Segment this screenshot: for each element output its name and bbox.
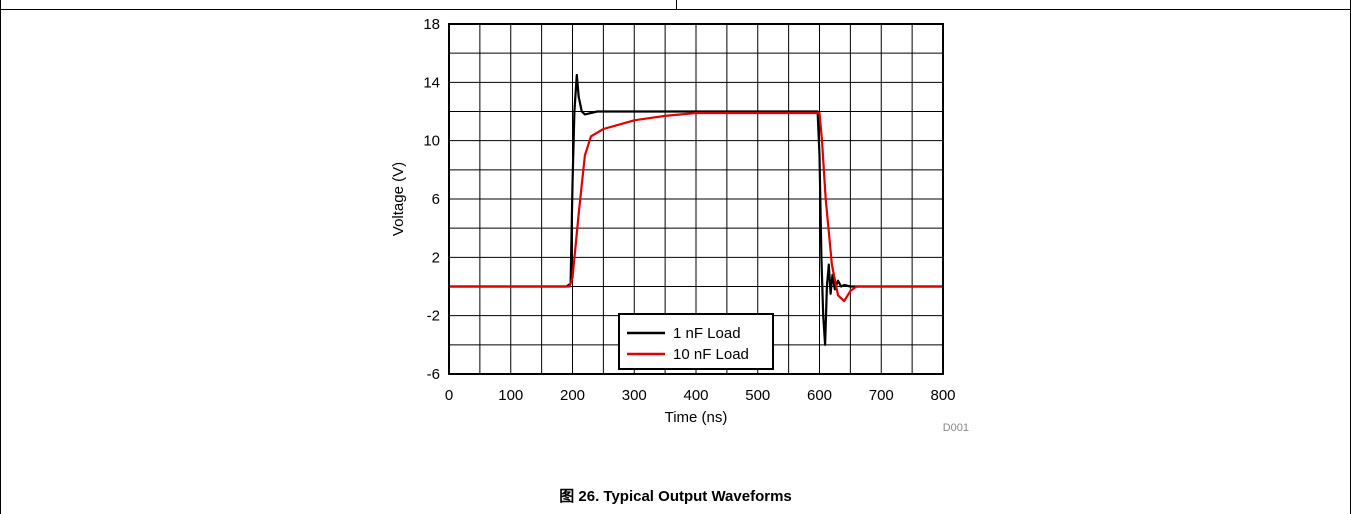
frame-column-divider (676, 0, 677, 10)
x-tick-label: 0 (445, 387, 453, 404)
x-tick-label: 500 (745, 387, 770, 404)
y-tick-label: 6 (432, 191, 440, 208)
frame-top-border (0, 9, 1351, 10)
chart-legend: 1 nF Load 10 nF Load (618, 313, 774, 370)
x-tick-label: 800 (930, 387, 955, 404)
series-line-2 (449, 111, 943, 303)
y-tick-label: -2 (427, 308, 440, 325)
y-tick-label: 10 (423, 133, 440, 150)
series-line-1 (449, 73, 943, 346)
waveform-chart: 0 100 200 300 400 500 600 700 800 -6 -2 2 6 10 14 18 T… (390, 16, 969, 434)
chart-series (449, 73, 943, 346)
x-tick-label: 700 (869, 387, 894, 404)
plot-border (448, 23, 944, 375)
x-tick-label: 600 (807, 387, 832, 404)
x-tick-label: 300 (622, 387, 647, 404)
frame-left-border (0, 0, 1, 514)
legend-label: 10 nF Load (673, 346, 749, 363)
y-tick-label: 14 (423, 74, 440, 91)
y-tick-label: 18 (423, 16, 440, 33)
x-tick-labels: 0 100 200 300 400 500 600 700 800 (445, 387, 956, 404)
x-tick-label: 100 (498, 387, 523, 404)
legend-label: 1 nF Load (673, 325, 741, 342)
x-axis-label: Time (ns) (665, 409, 728, 426)
figure-caption: 图 26. Typical Output Waveforms (559, 488, 792, 505)
y-tick-labels: -6 -2 2 6 10 14 18 (423, 16, 440, 383)
x-tick-label: 200 (560, 387, 585, 404)
y-tick-label: -6 (427, 366, 440, 383)
y-axis-label: Voltage (V) (390, 162, 407, 236)
legend-box (618, 313, 774, 370)
x-tick-label: 400 (683, 387, 708, 404)
y-tick-label: 2 (432, 249, 440, 266)
figure-code-label: D001 (943, 422, 969, 434)
